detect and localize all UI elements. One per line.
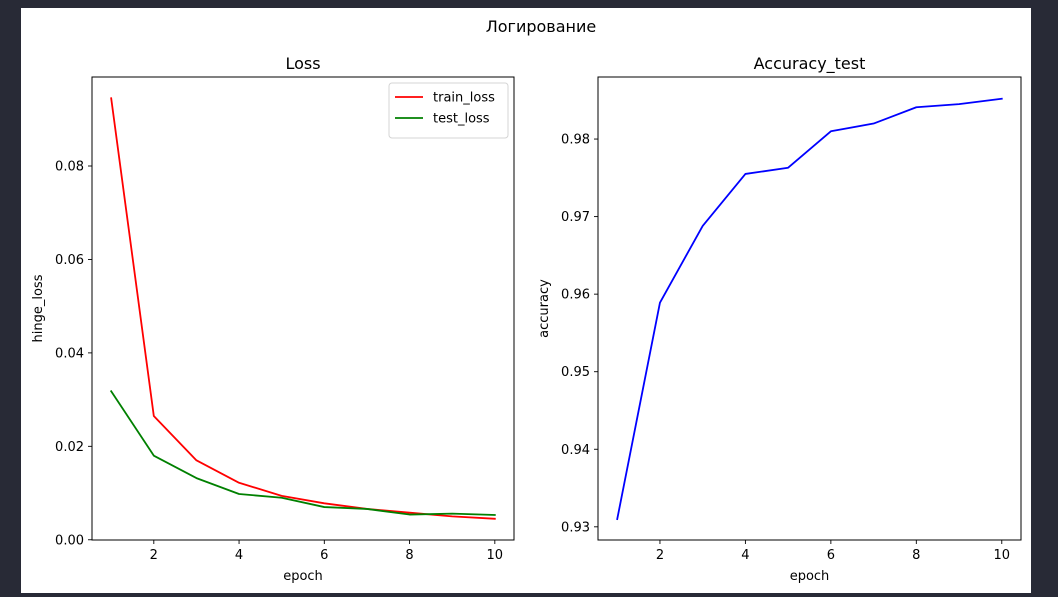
loss-legend-label-test-loss: test_loss [433,112,490,127]
accuracy-x-tick-label: 4 [741,548,749,563]
accuracy-x-tick-label: 6 [827,548,835,563]
accuracy-series-line-accuracy [616,97,1003,521]
accuracy-y-tick-label: 0.94 [561,443,590,458]
accuracy-y-tick-label: 0.97 [561,210,590,225]
loss-y-tick-label: 0.02 [55,440,84,455]
loss-legend: train_loss test_loss [388,82,509,139]
loss-x-tick-label: 10 [487,548,504,563]
loss-y-tick-label: 0.00 [55,533,84,548]
accuracy-subplot: Accuracy_test 2 4 6 8 10 0.93 0.94 0.95 0.96 0.97 0… [537,54,1022,584]
loss-y-axis-label: hinge_loss [31,274,46,342]
loss-x-tick-label: 8 [405,548,413,563]
loss-subplot-title: Loss [285,54,320,73]
loss-legend-label-train-loss: train_loss [433,91,495,106]
accuracy-subplot-title: Accuracy_test [754,54,866,74]
loss-subplot: Loss 2 4 6 8 10 0.00 0.02 0.04 0.06 0.08 epoch hinge… [31,54,515,584]
loss-x-axis-label: epoch [283,569,323,584]
accuracy-y-tick-label: 0.95 [561,365,590,380]
accuracy-y-axis-label: accuracy [537,279,552,338]
figure-suptitle: Логирование [486,17,597,36]
figure-canvas [21,8,1031,593]
loss-series-line-test-loss [109,389,496,516]
accuracy-x-tick-label: 10 [993,548,1010,563]
subplots-group: Loss 2 4 6 8 10 0.00 0.02 0.04 0.06 0.08 epoch hinge… [31,54,1022,584]
accuracy-y-tick-label: 0.96 [561,288,590,303]
loss-x-tick-label: 2 [150,548,158,563]
accuracy-y-tick-label: 0.93 [561,520,590,535]
accuracy-y-tick-label: 0.98 [561,133,590,148]
accuracy-x-tick-label: 2 [656,548,664,563]
accuracy-axes-frame [597,76,1022,541]
loss-y-tick-label: 0.06 [55,253,84,268]
loss-y-tick-label: 0.08 [55,160,84,175]
loss-y-tick-label: 0.04 [55,346,84,361]
loss-x-tick-label: 4 [235,548,243,563]
accuracy-x-tick-label: 8 [912,548,920,563]
loss-axes-frame [91,76,515,541]
accuracy-x-axis-label: epoch [790,569,830,584]
loss-x-tick-label: 6 [320,548,328,563]
